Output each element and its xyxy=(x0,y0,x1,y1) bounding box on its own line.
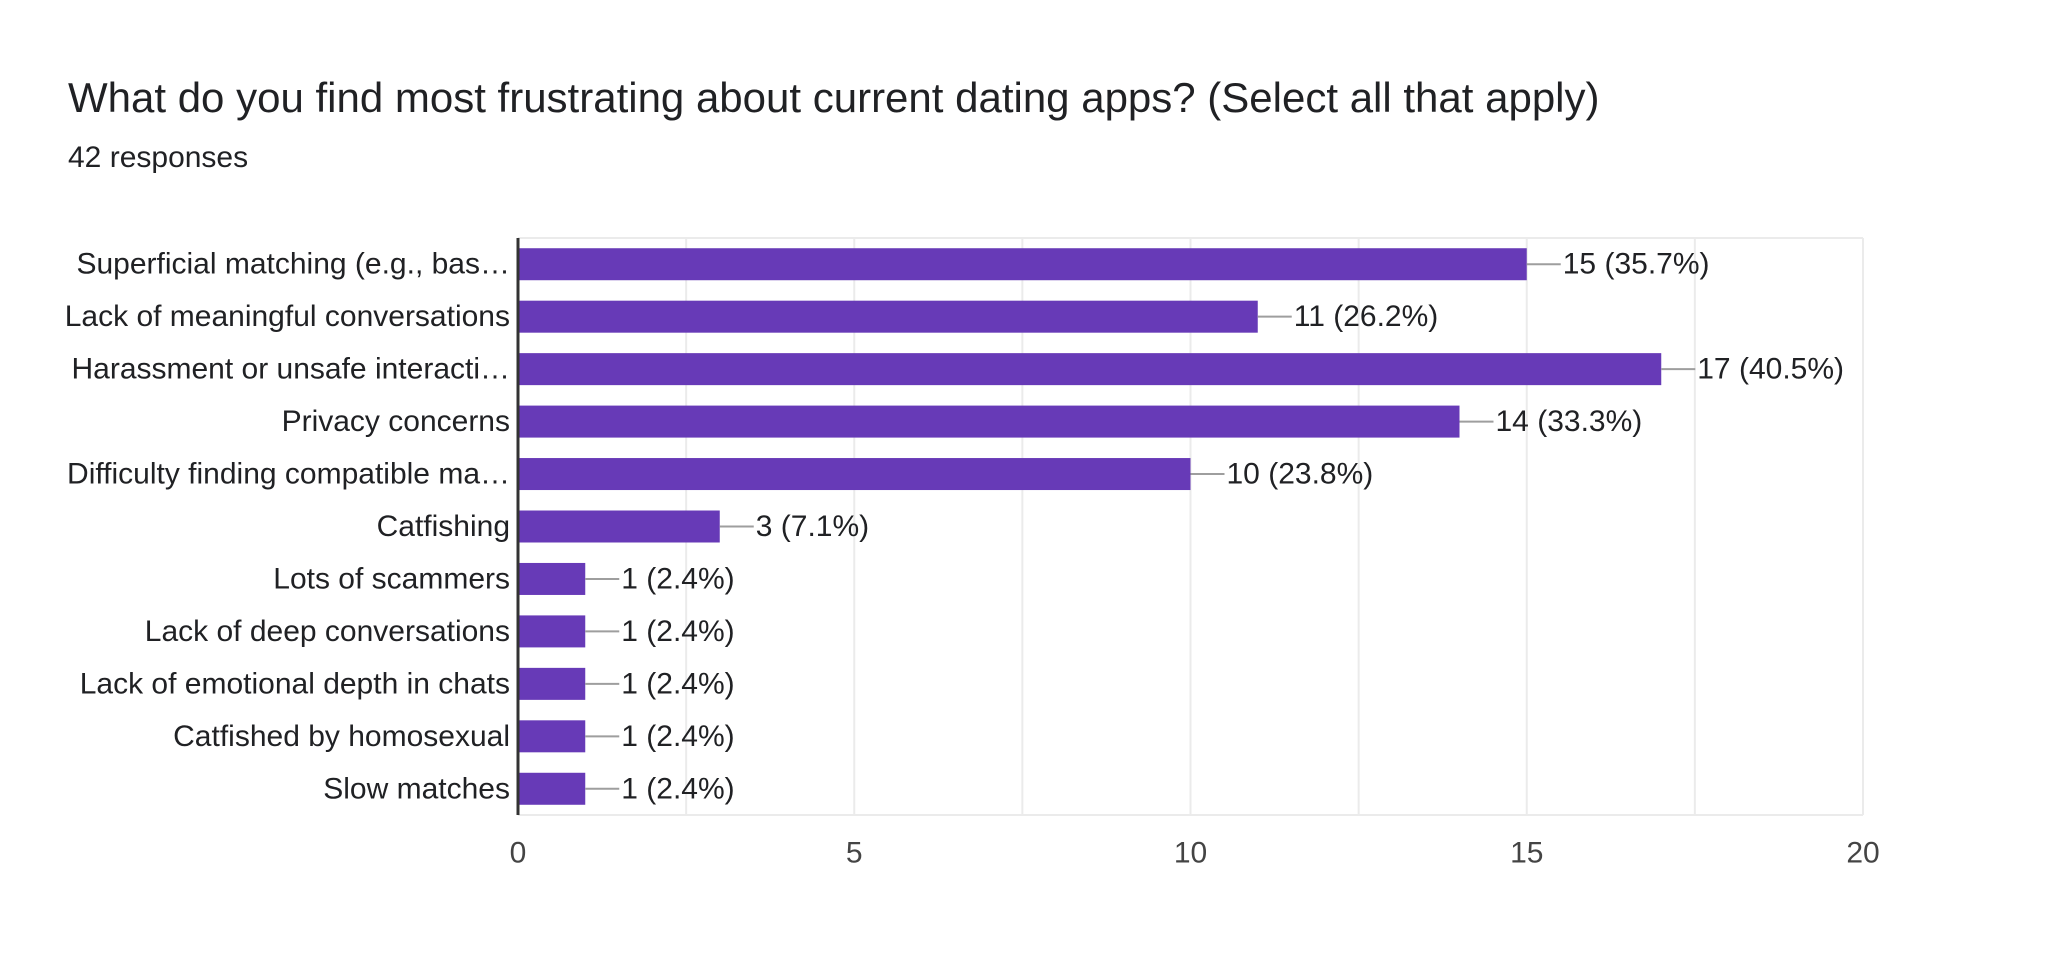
category-label: Privacy concerns xyxy=(282,405,510,438)
response-count: 42 responses xyxy=(68,141,249,174)
x-tick-label: 10 xyxy=(1174,837,1207,870)
bar xyxy=(518,405,1460,438)
data-label: 1 (2.4%) xyxy=(621,667,734,700)
bar xyxy=(518,615,586,648)
bar xyxy=(518,510,720,543)
data-label: 17 (40.5%) xyxy=(1697,353,1844,386)
category-label: Lots of scammers xyxy=(273,562,510,595)
data-label: 14 (33.3%) xyxy=(1496,405,1643,438)
data-label: 10 (23.8%) xyxy=(1227,458,1374,491)
x-axis-ticks: 0 5 10 15 20 xyxy=(510,837,1880,870)
bar xyxy=(518,562,586,595)
data-label: 1 (2.4%) xyxy=(621,720,734,753)
category-label: Catfishing xyxy=(377,510,510,543)
data-label: 3 (7.1%) xyxy=(756,510,869,543)
grid-lines xyxy=(518,237,1864,816)
bar xyxy=(518,300,1258,333)
data-label: 1 (2.4%) xyxy=(621,615,734,648)
data-label: 1 (2.4%) xyxy=(621,562,734,595)
data-labels: 15 (35.7%) 11 (26.2%) 17 (40.5%) 14 (33.3%)… xyxy=(585,248,1844,805)
bars xyxy=(518,248,1662,805)
category-label: Lack of emotional depth in chats xyxy=(80,667,510,700)
x-tick-label: 0 xyxy=(510,837,527,870)
category-label: Lack of meaningful conversations xyxy=(65,300,510,333)
category-label: Superficial matching (e.g., bas… xyxy=(76,248,510,281)
question-title: What do you find most frustrating about … xyxy=(68,74,1600,121)
bar xyxy=(518,667,586,700)
bar xyxy=(518,248,1527,281)
bar xyxy=(518,772,586,805)
data-label: 11 (26.2%) xyxy=(1294,300,1439,333)
category-label: Lack of deep conversations xyxy=(145,615,510,648)
category-label: Slow matches xyxy=(323,772,510,805)
category-labels: Superficial matching (e.g., bas… Lack of … xyxy=(65,248,510,806)
data-label: 15 (35.7%) xyxy=(1563,248,1710,281)
category-label: Catfished by homosexual xyxy=(173,720,510,753)
bar xyxy=(518,353,1662,386)
x-tick-label: 15 xyxy=(1510,837,1543,870)
category-label: Difficulty finding compatible ma… xyxy=(67,458,510,491)
bar xyxy=(518,720,586,753)
category-label: Harassment or unsafe interacti… xyxy=(71,353,510,386)
data-label: 1 (2.4%) xyxy=(621,772,734,805)
x-tick-label: 5 xyxy=(846,837,863,870)
bar xyxy=(518,458,1191,491)
x-tick-label: 20 xyxy=(1846,837,1879,870)
